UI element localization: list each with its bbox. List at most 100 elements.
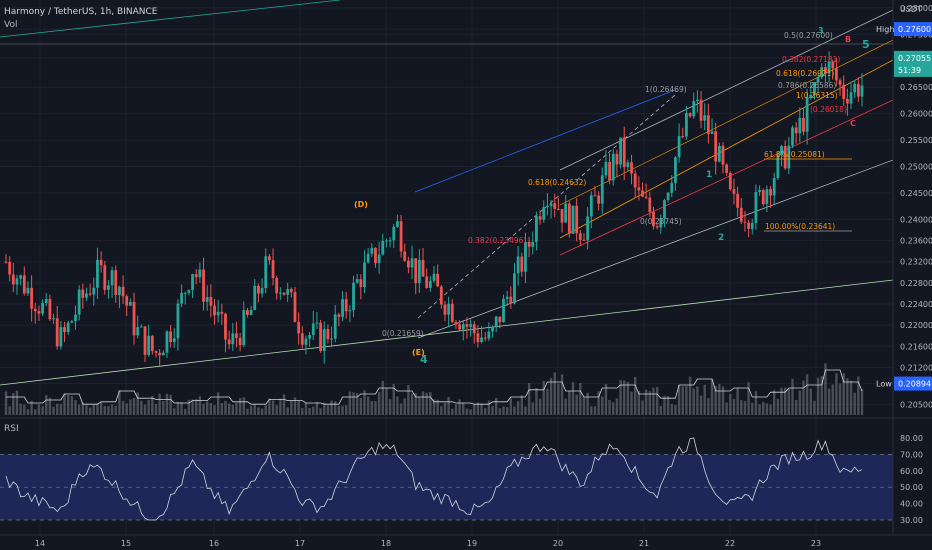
candle-body[interactable] — [714, 131, 718, 162]
candle-body[interactable] — [74, 314, 77, 322]
candle-body[interactable] — [224, 313, 227, 340]
candle-body[interactable] — [66, 322, 70, 332]
candle-body[interactable] — [535, 216, 538, 243]
candle-body[interactable] — [392, 226, 396, 241]
candle-body[interactable] — [385, 240, 388, 242]
candle-body[interactable] — [143, 326, 147, 355]
candle-body[interactable] — [370, 247, 374, 254]
candle-body[interactable] — [461, 324, 465, 330]
candle-body[interactable] — [827, 61, 831, 74]
candle-body[interactable] — [483, 337, 487, 339]
candle-body[interactable] — [674, 157, 677, 183]
candle-body[interactable] — [546, 205, 549, 208]
candle-body[interactable] — [604, 161, 608, 176]
candle-body[interactable] — [542, 207, 546, 220]
candle-body[interactable] — [769, 189, 772, 196]
candle-body[interactable] — [520, 256, 524, 272]
candle-body[interactable] — [235, 333, 238, 338]
candle-body[interactable] — [158, 352, 162, 356]
candle-body[interactable] — [26, 287, 30, 294]
candle-body[interactable] — [337, 314, 341, 317]
candle-body[interactable] — [85, 293, 88, 298]
candle-body[interactable] — [648, 197, 652, 212]
candle-body[interactable] — [663, 200, 666, 219]
candle-body[interactable] — [399, 221, 403, 252]
candle-body[interactable] — [685, 113, 688, 137]
candle-body[interactable] — [125, 296, 129, 306]
candle-body[interactable] — [845, 98, 849, 104]
candle-body[interactable] — [809, 94, 813, 98]
candle-body[interactable] — [52, 318, 55, 320]
candle-body[interactable] — [205, 297, 209, 302]
candle-body[interactable] — [37, 311, 41, 314]
candle-body[interactable] — [754, 191, 758, 223]
candle-body[interactable] — [589, 195, 593, 217]
candle-body[interactable] — [363, 262, 366, 288]
candle-body[interactable] — [816, 77, 820, 83]
candle-body[interactable] — [231, 333, 235, 345]
candle-body[interactable] — [414, 258, 418, 284]
candle-body[interactable] — [644, 196, 648, 198]
candle-body[interactable] — [377, 254, 381, 264]
candle-body[interactable] — [524, 241, 527, 272]
candle-body[interactable] — [443, 304, 447, 315]
candle-body[interactable] — [681, 136, 685, 138]
candle-body[interactable] — [439, 286, 443, 305]
candle-body[interactable] — [761, 190, 765, 205]
candle-body[interactable] — [436, 273, 440, 287]
candle-body[interactable] — [491, 326, 494, 332]
candle-body[interactable] — [289, 288, 293, 293]
candle-body[interactable] — [257, 285, 260, 294]
candle-body[interactable] — [15, 278, 19, 285]
candle-body[interactable] — [103, 265, 107, 290]
candle-body[interactable] — [670, 182, 674, 193]
candle-body[interactable] — [366, 253, 370, 263]
candle-body[interactable] — [549, 203, 553, 206]
candle-body[interactable] — [472, 324, 476, 334]
candle-body[interactable] — [238, 337, 242, 346]
candle-body[interactable] — [319, 322, 322, 351]
candle-body[interactable] — [96, 259, 99, 288]
candle-body[interactable] — [374, 247, 377, 264]
candle-body[interactable] — [403, 251, 407, 261]
candle-body[interactable] — [593, 195, 597, 197]
candle-body[interactable] — [198, 269, 202, 278]
candle-body[interactable] — [187, 290, 191, 293]
trendline[interactable] — [559, 59, 894, 239]
candle-body[interactable] — [180, 292, 183, 304]
candle-body[interactable] — [721, 145, 725, 165]
candle-body[interactable] — [776, 155, 780, 178]
candle-body[interactable] — [838, 80, 842, 85]
candle-body[interactable] — [425, 276, 429, 288]
candle-body[interactable] — [220, 311, 224, 314]
candle-body[interactable] — [150, 335, 154, 352]
candle-body[interactable] — [33, 308, 37, 312]
candle-body[interactable] — [11, 274, 15, 285]
candle-body[interactable] — [293, 292, 297, 322]
candle-body[interactable] — [802, 117, 805, 132]
candle-body[interactable] — [308, 334, 312, 339]
volume-label[interactable]: Vol — [4, 20, 17, 30]
candle-body[interactable] — [8, 261, 12, 275]
candle-body[interactable] — [725, 164, 729, 173]
candle-body[interactable] — [213, 305, 216, 316]
candle-body[interactable] — [4, 261, 8, 263]
candle-body[interactable] — [703, 115, 707, 121]
price-axis[interactable]: 0.280000.276000.275000.270550.265000.260… — [876, 4, 932, 409]
candle-body[interactable] — [417, 259, 421, 284]
price-tag[interactable] — [894, 376, 932, 391]
candle-body[interactable] — [626, 162, 630, 168]
candle-body[interactable] — [813, 82, 816, 95]
candle-body[interactable] — [480, 337, 483, 342]
candle-body[interactable] — [586, 216, 590, 241]
candle-body[interactable] — [432, 273, 436, 281]
candle-body[interactable] — [787, 145, 791, 169]
candle-body[interactable] — [732, 189, 736, 194]
candle-body[interactable] — [304, 338, 308, 345]
candle-body[interactable] — [695, 99, 699, 102]
candle-body[interactable] — [531, 242, 535, 247]
candle-body[interactable] — [575, 205, 579, 234]
candle-body[interactable] — [406, 260, 410, 268]
rsi-label[interactable]: RSI — [4, 424, 19, 434]
candle-body[interactable] — [278, 292, 282, 294]
